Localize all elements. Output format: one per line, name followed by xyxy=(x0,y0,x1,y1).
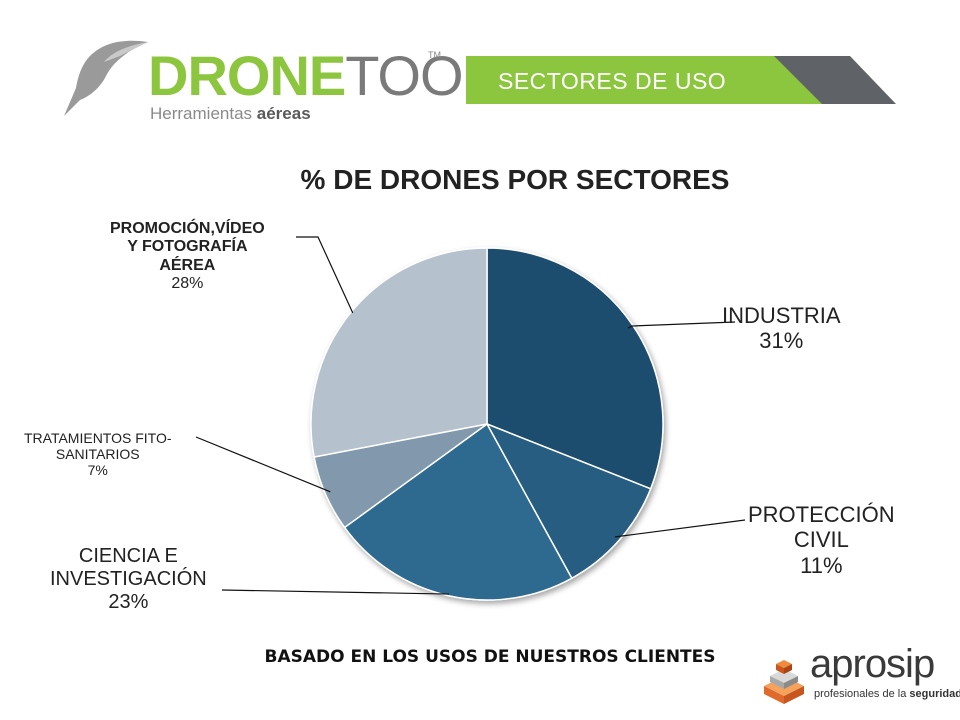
label-tratamientos-line1: TRATAMIENTOS FITO- xyxy=(24,430,172,446)
logo-word-drone: DRONE xyxy=(148,44,346,107)
logo-tagline-bold: aéreas xyxy=(256,104,311,123)
label-promocion-line2: Y FOTOGRAFÍA xyxy=(127,238,248,256)
leader-line-0 xyxy=(627,321,736,329)
aprosip-tagline-bold: seguridad xyxy=(909,688,960,700)
aprosip-tagline-plain: profesionales de la xyxy=(814,688,910,700)
leader-line-4 xyxy=(296,236,354,314)
leader-line-2 xyxy=(221,589,450,595)
label-ciencia-line1: CIENCIA E xyxy=(78,545,178,567)
aprosip-tagline: profesionales de la seguridad xyxy=(814,688,960,700)
label-promocion: PROMOCIÓN,VÍDEO Y FOTOGRAFÍA AÉREA 28% xyxy=(110,220,265,294)
label-ciencia-pct: 23% xyxy=(108,591,149,613)
leader-line-1 xyxy=(614,519,746,538)
pie-slice-2 xyxy=(343,422,573,601)
chart-title: % DE DRONES POR SECTORES xyxy=(300,164,730,195)
section-banner: SECTORES DE USO xyxy=(466,56,906,108)
aprosip-pyramid-icon xyxy=(764,660,804,704)
banner-title: SECTORES DE USO xyxy=(498,68,727,94)
hummingbird-icon xyxy=(64,40,148,116)
logo-wordmark: DRONETOOLS xyxy=(148,44,530,107)
label-industria-name: INDUSTRIA xyxy=(722,303,841,328)
aprosip-logo: aprosip profesionales de la seguridad xyxy=(752,640,960,710)
pie-slice-4 xyxy=(310,247,488,458)
label-promocion-pct: 28% xyxy=(171,275,204,293)
label-tratamientos-line2: SANITARIOS xyxy=(55,446,140,463)
label-industria-pct: 31% xyxy=(759,328,804,354)
label-industria: INDUSTRIA 31% xyxy=(722,303,841,354)
footer-note: BASADO EN LOS USOS DE NUESTROS CLIENTES xyxy=(264,647,716,667)
label-tratamientos-pct: 7% xyxy=(87,462,108,479)
pie-slice-0 xyxy=(486,247,664,490)
logo-tagline-plain: Herramientas xyxy=(150,104,257,123)
label-ciencia-line2: INVESTIGACIÓN xyxy=(50,568,207,590)
logo-tm: TM xyxy=(428,50,441,60)
logo-tagline: Herramientas aéreas xyxy=(150,104,311,124)
label-ciencia: CIENCIA E INVESTIGACIÓN 23% xyxy=(50,545,207,614)
banner-shape xyxy=(466,56,896,104)
pie-slice-1 xyxy=(485,422,652,580)
label-proteccion-line1: PROTECCIÓN xyxy=(748,502,895,527)
label-tratamientos: TRATAMIENTOS FITO- SANITARIOS 7% xyxy=(24,430,172,478)
dronetools-logo: DRONETOOLS TM Herramientas aéreas xyxy=(60,36,530,136)
label-proteccion-line2: CIVIL xyxy=(793,527,849,553)
label-promocion-line1: PROMOCIÓN,VÍDEO xyxy=(110,220,265,237)
label-proteccion: PROTECCIÓN CIVIL 11% xyxy=(748,502,895,578)
aprosip-name: aprosip xyxy=(810,642,935,686)
label-proteccion-pct: 11% xyxy=(800,552,843,578)
leader-line-3 xyxy=(195,436,331,493)
label-promocion-line3: AÉREA xyxy=(159,256,216,274)
